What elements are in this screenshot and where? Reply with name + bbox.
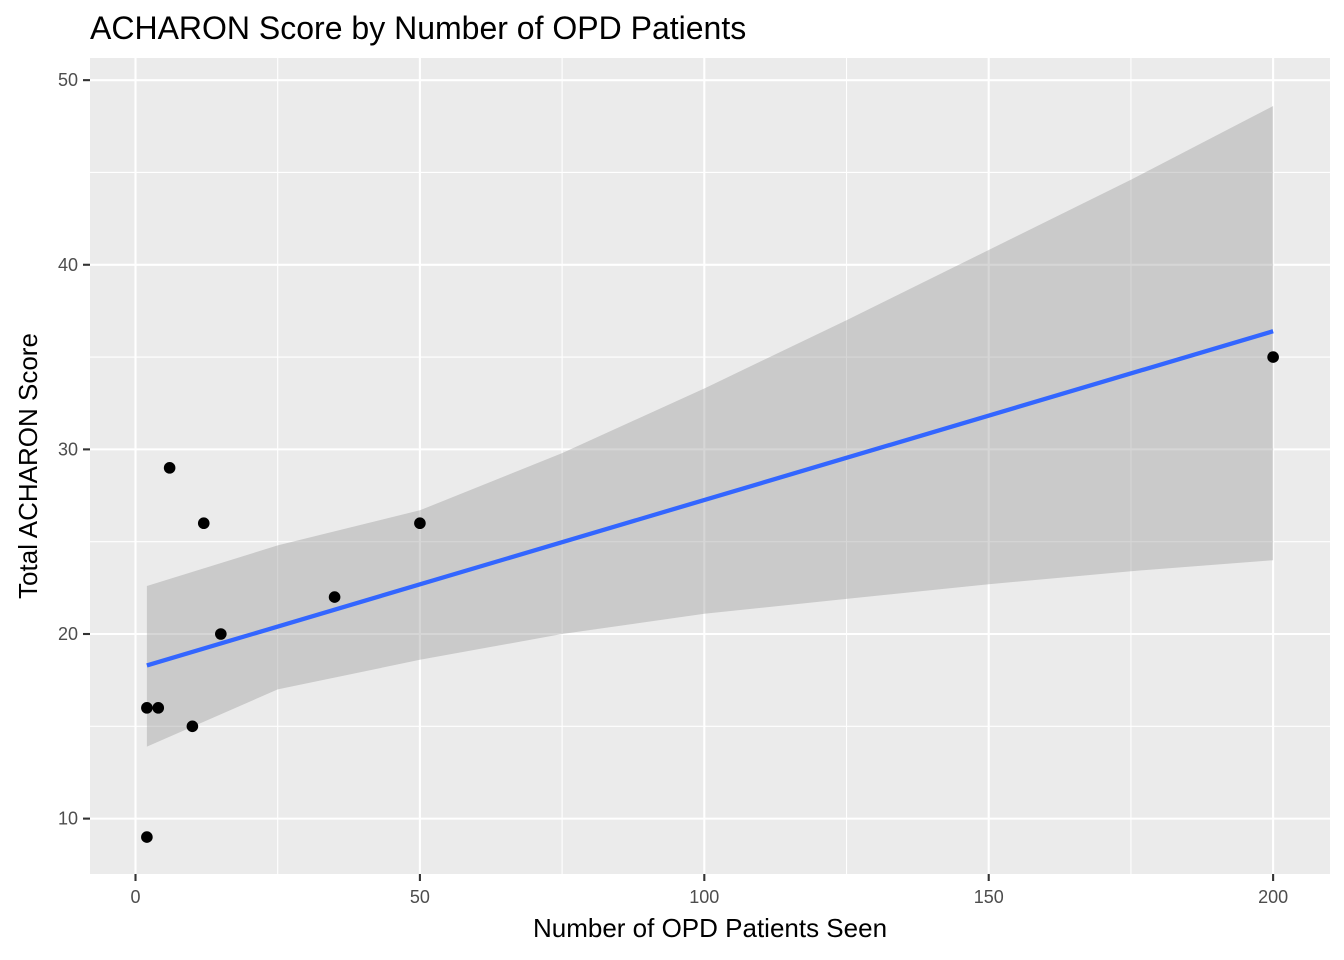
data-point [163, 462, 176, 474]
x-tick-label: 50 [410, 887, 430, 907]
y-tick-label: 50 [58, 70, 78, 90]
plot-panel [90, 58, 1330, 874]
confidence-band-layer [146, 106, 1274, 747]
data-point [328, 591, 341, 603]
x-tick-label: 150 [974, 887, 1004, 907]
y-tick-label: 40 [58, 255, 78, 275]
data-point [215, 628, 227, 640]
data-point [186, 720, 199, 733]
y-tick-label: 10 [58, 809, 78, 829]
y-tick-label: 20 [58, 624, 78, 644]
data-point [414, 517, 426, 530]
fit-line-layer [146, 329, 1274, 668]
x-tick-label: 0 [130, 887, 140, 907]
data-point [1267, 351, 1279, 363]
y-tick-label: 30 [58, 439, 78, 459]
x-axis-title: Number of OPD Patients Seen [533, 913, 887, 943]
regression-line [146, 329, 1274, 668]
data-point [197, 517, 210, 530]
y-axis-title: Total ACHARON Score [13, 333, 43, 599]
x-tick-label: 100 [689, 887, 719, 907]
confidence-band [146, 106, 1274, 747]
points-layer [141, 351, 1279, 843]
chart-title: ACHARON Score by Number of OPD Patients [90, 10, 746, 46]
panel-background [90, 58, 1330, 874]
data-point [141, 702, 153, 714]
gridlines [90, 58, 1330, 874]
axes: 0 50 100 150 200 10 20 30 40 50 [58, 70, 1288, 907]
data-point [141, 831, 153, 843]
data-point [152, 702, 165, 714]
x-tick-label: 200 [1258, 887, 1288, 907]
